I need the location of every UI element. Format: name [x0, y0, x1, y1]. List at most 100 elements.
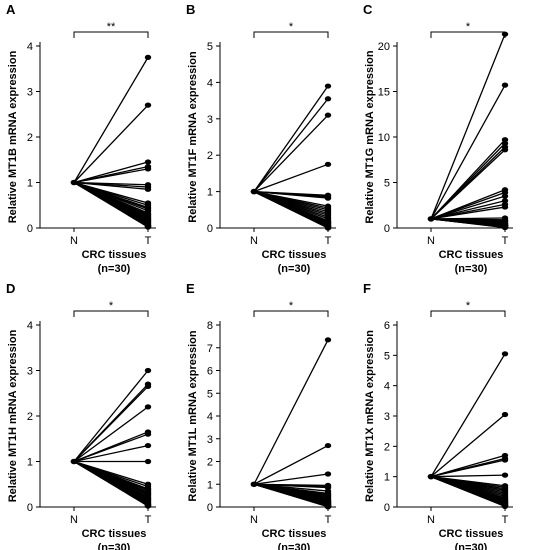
sample-line — [253, 483, 329, 508]
tumor-point — [324, 337, 332, 343]
y-tick-label: 1 — [384, 472, 390, 484]
tumor-point — [144, 166, 152, 172]
significance-bracket — [253, 31, 329, 38]
panel-letter: B — [186, 2, 195, 17]
x-axis-title-n: (n=30) — [455, 542, 488, 550]
y-tick-label: 2 — [384, 441, 390, 453]
y-tick-label: 1 — [27, 178, 33, 190]
normal-point — [427, 216, 435, 222]
y-tick-label: 0 — [384, 502, 390, 514]
tumor-point — [501, 411, 509, 418]
tumor-point — [324, 96, 332, 102]
y-tick-label: 3 — [207, 114, 213, 126]
tumor-point — [144, 159, 152, 165]
chart-panel-a: A 0 1 2 3 4 N T CRC tissues (n=30) Relative MT1B m… — [6, 2, 156, 275]
sample-line — [253, 85, 329, 192]
tumor-point — [501, 457, 509, 463]
sample-line — [73, 370, 149, 462]
tumor-point — [324, 161, 332, 167]
significance-bracket — [253, 310, 329, 317]
tumor-point — [324, 195, 332, 201]
normal-point — [250, 481, 258, 488]
y-tick-label: 2 — [207, 150, 213, 162]
x-axis-title: CRC tissues — [262, 249, 327, 261]
sample-line — [430, 84, 506, 220]
x-axis-title: CRC tissues — [82, 249, 147, 261]
y-tick-label: 2 — [27, 411, 33, 423]
x-axis-title: CRC tissues — [439, 249, 504, 261]
chart-panel-d: D 0 1 2 3 4 N T CRC tissues (n=30) Relative MT1H m… — [6, 281, 156, 550]
y-tick-label: 3 — [384, 411, 390, 423]
y-axis-label: Relative MT1G mRNA expression — [364, 50, 376, 223]
significance-label: * — [289, 300, 294, 312]
sample-line — [430, 206, 506, 220]
sample-line — [73, 444, 149, 463]
sample-line — [253, 190, 329, 199]
x-axis-title-n: (n=30) — [98, 542, 131, 550]
normal-point — [250, 188, 258, 195]
y-tick-label: 7 — [207, 343, 213, 355]
tumor-point — [501, 351, 509, 357]
x-axis-title-n: (n=30) — [98, 263, 131, 275]
tumor-point — [324, 442, 332, 449]
y-tick-label: 4 — [207, 411, 213, 423]
y-tick-label: 1 — [207, 479, 213, 491]
tumor-point — [501, 503, 509, 509]
x-tick-label: T — [502, 235, 509, 247]
tumor-point — [501, 224, 509, 231]
sample-line — [253, 163, 329, 193]
y-tick-label: 0 — [27, 223, 33, 235]
tumor-point — [144, 458, 152, 465]
chart-panel-c: C 0 5 10 15 20 N T CRC tissues (n=30) Relative MT1… — [363, 2, 513, 275]
chart-panel-f: F 0 1 2 3 4 5 6 N T CRC tissues (n=30) Relative MT1X… — [363, 281, 513, 550]
tumor-point — [324, 471, 332, 477]
tumor-point — [501, 147, 509, 153]
tumor-point — [501, 137, 509, 143]
x-tick-label: T — [502, 514, 509, 526]
sample-line — [430, 353, 506, 478]
sample-line — [73, 57, 149, 183]
y-axis-label: Relative MT1B mRNA expression — [7, 50, 19, 223]
y-tick-label: 8 — [207, 320, 213, 332]
x-axis-title-n: (n=30) — [455, 263, 488, 275]
sample-line — [73, 161, 149, 184]
y-tick-label: 20 — [378, 41, 390, 53]
x-tick-label: N — [427, 235, 435, 247]
y-tick-label: 5 — [207, 388, 213, 400]
normal-point — [70, 458, 78, 465]
y-tick-label: 5 — [384, 350, 390, 362]
significance-label: * — [466, 300, 471, 312]
panel-letter: F — [363, 281, 371, 296]
significance-label: * — [466, 21, 471, 33]
y-tick-label: 3 — [27, 366, 33, 378]
sample-line — [430, 218, 506, 229]
panel-letter: A — [6, 2, 16, 17]
y-tick-label: 5 — [207, 41, 213, 53]
x-tick-label: T — [145, 235, 152, 247]
y-tick-label: 5 — [384, 178, 390, 190]
x-tick-label: N — [70, 235, 78, 247]
significance-label: * — [289, 21, 294, 33]
y-tick-label: 2 — [207, 457, 213, 469]
sample-line — [73, 168, 149, 184]
y-tick-label: 3 — [27, 87, 33, 99]
y-tick-label: 0 — [207, 502, 213, 514]
panel-letter: C — [363, 2, 373, 17]
y-axis-label: Relative MT1L mRNA expression — [187, 330, 199, 501]
sample-line — [73, 385, 149, 462]
significance-bracket — [73, 310, 149, 317]
tumor-point — [324, 225, 332, 231]
tumor-point — [144, 383, 152, 390]
y-tick-label: 4 — [27, 41, 33, 53]
tumor-point — [501, 198, 509, 204]
tumor-point — [144, 224, 152, 230]
tumor-point — [501, 140, 509, 146]
x-tick-label: N — [70, 514, 78, 526]
sample-line — [253, 339, 329, 485]
sample-line — [73, 181, 149, 228]
tumor-point — [501, 204, 509, 210]
sample-line — [430, 413, 506, 478]
y-axis-label: Relative MT1F mRNA expression — [187, 51, 199, 223]
tumor-point — [324, 112, 332, 118]
